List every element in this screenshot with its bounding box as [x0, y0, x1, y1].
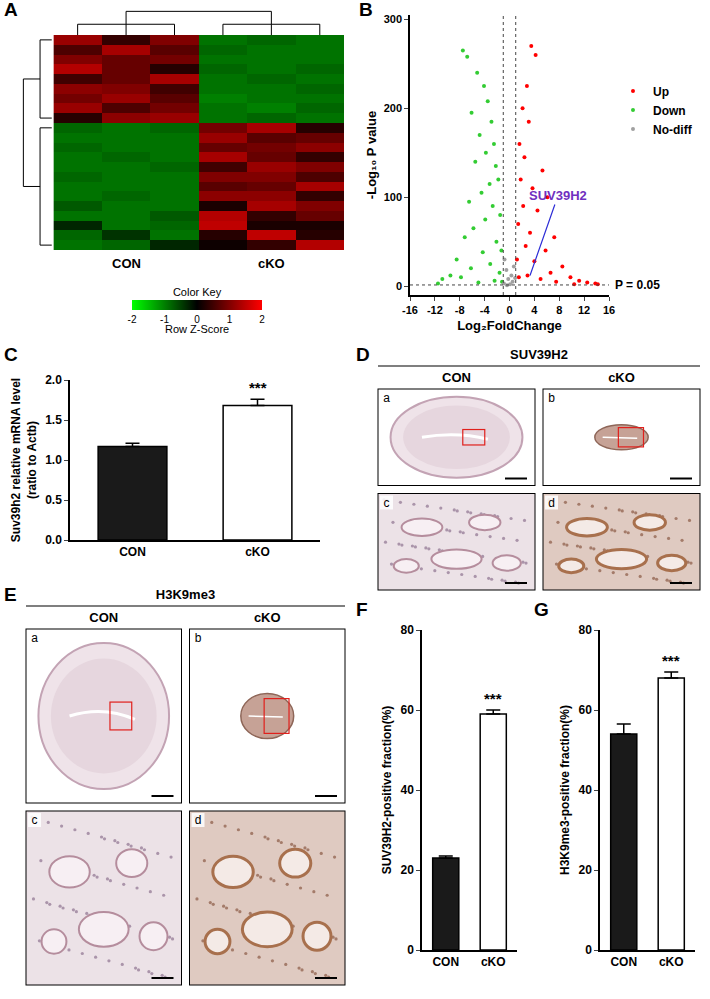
svg-text:0.0: 0.0 — [45, 533, 62, 547]
svg-text:SUV39H2: SUV39H2 — [510, 347, 568, 362]
html-text:F: F — [356, 599, 368, 620]
svg-text:60: 60 — [400, 703, 414, 717]
svg-text:40: 40 — [578, 783, 592, 797]
svg-text:c: c — [384, 496, 390, 510]
svg-text:16: 16 — [603, 304, 615, 316]
svg-text:cKO: cKO — [608, 370, 635, 385]
svg-text:a: a — [31, 631, 38, 645]
svg-text:1: 1 — [227, 314, 233, 325]
svg-text:4: 4 — [531, 304, 538, 316]
svg-text:SUV39H2: SUV39H2 — [529, 188, 587, 203]
svg-text:***: *** — [662, 652, 680, 669]
svg-text:Down: Down — [653, 104, 686, 118]
svg-text:-2: -2 — [128, 314, 137, 325]
svg-text:80: 80 — [578, 623, 592, 637]
svg-text:1.0: 1.0 — [45, 453, 62, 467]
svg-text:a: a — [383, 391, 390, 405]
svg-text:H3K9me3-positive fraction(%): H3K9me3-positive fraction(%) — [558, 705, 572, 875]
svg-text:CON: CON — [610, 955, 637, 969]
svg-text:cKO: cKO — [481, 955, 506, 969]
svg-text:20: 20 — [400, 863, 414, 877]
svg-text:cKO: cKO — [659, 955, 684, 969]
svg-text:1.5: 1.5 — [45, 413, 62, 427]
svg-text:Log₂FoldChange: Log₂FoldChange — [457, 318, 562, 333]
svg-text:***: *** — [484, 690, 502, 707]
svg-text:0: 0 — [407, 943, 414, 957]
svg-text:cKO: cKO — [245, 545, 270, 559]
svg-text:-16: -16 — [402, 304, 418, 316]
svg-text:b: b — [195, 631, 202, 645]
svg-text:-4: -4 — [480, 304, 491, 316]
svg-text:-Log₁₀ P value: -Log₁₀ P value — [364, 111, 379, 199]
svg-text:0: 0 — [396, 280, 402, 292]
svg-text:-8: -8 — [455, 304, 465, 316]
html-text:G: G — [534, 599, 549, 620]
svg-text:Up: Up — [653, 85, 669, 99]
svg-text:0: 0 — [194, 314, 200, 325]
svg-text:60: 60 — [578, 703, 592, 717]
svg-text:c: c — [32, 813, 38, 827]
html-text:B: B — [359, 0, 373, 20]
svg-text:40: 40 — [400, 783, 414, 797]
svg-text:300: 300 — [384, 13, 402, 25]
svg-text:cKO: cKO — [254, 610, 281, 625]
svg-text:80: 80 — [400, 623, 414, 637]
svg-text:0: 0 — [506, 304, 512, 316]
svg-text:8: 8 — [556, 304, 562, 316]
svg-text:-1: -1 — [160, 314, 169, 325]
svg-text:***: *** — [249, 379, 267, 396]
svg-text:SUV39H2-positive fraction(%): SUV39H2-positive fraction(%) — [380, 706, 394, 875]
svg-text:CON: CON — [432, 955, 459, 969]
svg-text:Color Key: Color Key — [173, 286, 222, 298]
svg-text:b: b — [548, 391, 555, 405]
svg-text:d: d — [195, 813, 202, 827]
svg-text:12: 12 — [578, 304, 590, 316]
svg-text:CON: CON — [89, 610, 118, 625]
svg-text:200: 200 — [384, 102, 402, 114]
svg-text:-12: -12 — [427, 304, 443, 316]
svg-text:2: 2 — [259, 314, 265, 325]
svg-text:H3K9me3: H3K9me3 — [156, 587, 215, 602]
svg-text:CON: CON — [119, 545, 146, 559]
svg-text:Row Z-Score: Row Z-Score — [165, 323, 229, 335]
svg-text:P = 0.05: P = 0.05 — [615, 278, 660, 292]
svg-text:20: 20 — [578, 863, 592, 877]
svg-text:CON: CON — [112, 256, 141, 271]
html-text:E: E — [4, 584, 17, 605]
html-text:C: C — [4, 344, 18, 365]
svg-text:2.0: 2.0 — [45, 373, 62, 387]
svg-text:Suv39h2 relative mRNA level(ra: Suv39h2 relative mRNA level(ratio to Act… — [9, 378, 39, 542]
svg-text:0: 0 — [585, 943, 592, 957]
svg-text:cKO: cKO — [258, 256, 285, 271]
svg-text:No-diff: No-diff — [653, 123, 693, 137]
svg-text:100: 100 — [384, 191, 402, 203]
html-text:A: A — [4, 0, 18, 20]
svg-text:CON: CON — [442, 370, 471, 385]
svg-text:0.5: 0.5 — [45, 493, 62, 507]
svg-text:d: d — [548, 496, 555, 510]
html-text:D: D — [356, 344, 370, 365]
